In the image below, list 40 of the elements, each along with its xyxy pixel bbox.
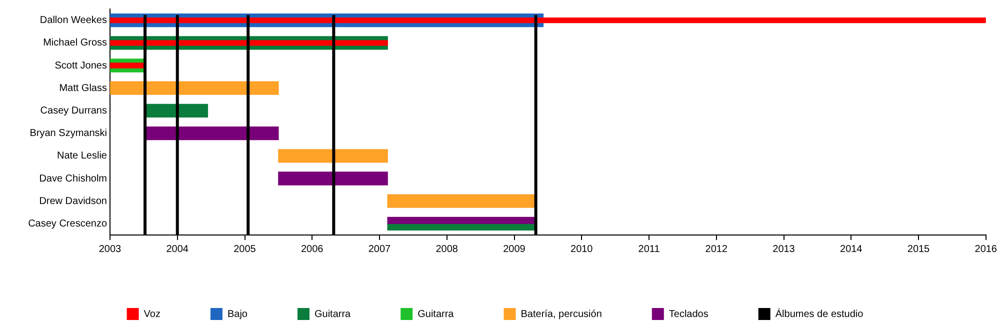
legend-label: Guitarra <box>314 308 352 320</box>
legend-label: Álbumes de estudio <box>775 308 864 320</box>
x-tick-label: 2008 <box>436 244 458 255</box>
x-tick-label: 2005 <box>234 244 256 255</box>
y-tick-label: Bryan Szymanski <box>30 128 107 140</box>
y-tick-label: Drew Davidson <box>39 196 107 207</box>
y-tick-label: Nate Leslie <box>56 150 108 162</box>
bar <box>144 126 279 140</box>
x-tick-label: 2011 <box>638 244 660 255</box>
y-tick-label: Casey Crescenzo <box>28 218 108 230</box>
bar <box>110 40 388 46</box>
legend-label: Batería, percusión <box>520 308 602 320</box>
bar <box>278 149 388 163</box>
y-tick-label: Matt Glass <box>59 82 107 94</box>
legend-label: Guitarra <box>418 308 454 320</box>
bar <box>278 172 388 186</box>
bar <box>144 104 208 118</box>
x-tick-label: 2016 <box>974 244 998 255</box>
x-tick-label: 2007 <box>368 244 392 255</box>
x-tick-label: 2009 <box>503 244 526 255</box>
x-tick-label: 2006 <box>301 244 324 255</box>
y-tick-label: Scott Jones <box>54 60 107 72</box>
x-tick-label: 2004 <box>166 244 189 255</box>
y-tick-label: Dallon Weekes <box>40 15 107 26</box>
y-tick-label: Michael Gross <box>43 38 107 49</box>
legend-label: Voz <box>144 308 160 320</box>
bar <box>110 62 146 68</box>
legend-label: Teclados <box>668 308 708 320</box>
x-tick-label: 2003 <box>98 244 122 255</box>
bar <box>387 194 536 208</box>
y-tick-label: Dave Chisholm <box>39 173 107 184</box>
bar <box>110 81 279 95</box>
x-tick-label: 2012 <box>705 244 728 255</box>
bar <box>110 17 986 24</box>
x-tick-label: 2010 <box>570 244 594 255</box>
x-tick-label: 2015 <box>907 244 930 255</box>
legend-label: Bajo <box>227 308 248 320</box>
y-tick-label: Casey Durrans <box>40 105 107 116</box>
x-tick-label: 2013 <box>772 244 796 255</box>
x-tick-label: 2014 <box>840 244 863 255</box>
